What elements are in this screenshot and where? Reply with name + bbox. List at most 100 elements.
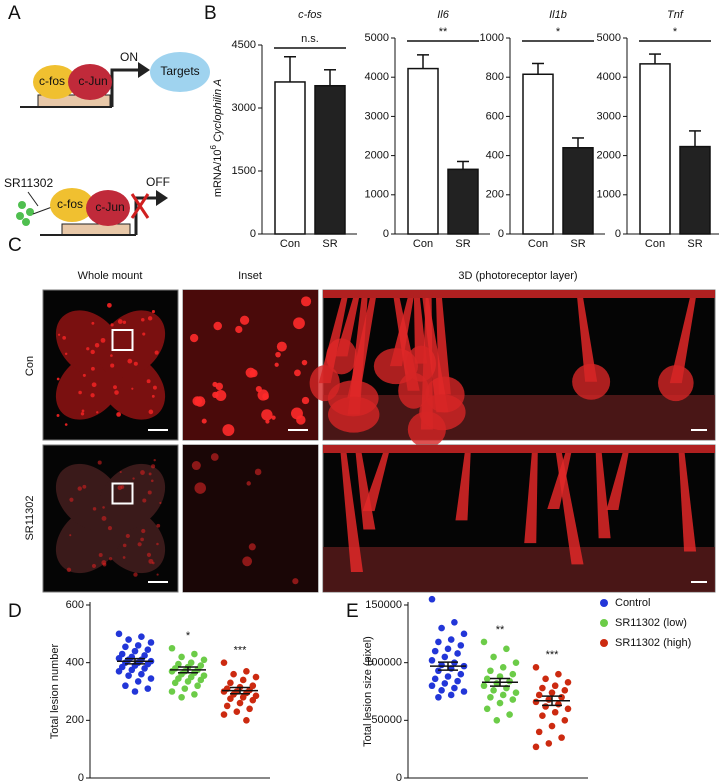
bar: [407, 67, 439, 235]
lesion-spot: [77, 486, 82, 491]
point: [147, 639, 155, 646]
cell: [235, 325, 243, 334]
y-tick-label: 5000: [365, 32, 389, 44]
point: [194, 682, 201, 690]
point: [220, 711, 228, 718]
bar: [314, 84, 346, 235]
y-tick-label: 1500: [232, 165, 256, 177]
point: [545, 740, 553, 747]
point: [223, 702, 231, 710]
x-tick-label: Con: [528, 238, 548, 250]
point: [131, 647, 139, 655]
row-label: Con: [24, 356, 36, 376]
micrograph: [182, 289, 319, 441]
cell-process: [340, 453, 363, 572]
y-tick-label: 2000: [597, 150, 621, 162]
point: [138, 633, 145, 641]
cell: [194, 482, 206, 494]
point: [555, 700, 562, 708]
diagram-off: SR11302 c-fos c-Jun OFF: [4, 175, 170, 236]
point: [451, 619, 458, 626]
cell-process: [455, 453, 471, 521]
lesion-spot: [101, 516, 107, 521]
lesion-spot: [110, 363, 115, 368]
cell: [296, 415, 306, 425]
legend-marker: [600, 619, 608, 627]
point: [509, 670, 517, 678]
cell: [301, 396, 310, 405]
point: [447, 636, 455, 643]
cell-body: [309, 365, 340, 402]
y-tick-label: 200: [486, 189, 504, 201]
lesion-spot: [90, 366, 95, 371]
tissue: [183, 445, 318, 592]
lesion-spot: [122, 543, 127, 548]
cell-body: [419, 394, 466, 431]
y-axis-label: Total lesion size (pixel): [362, 636, 374, 747]
point: [181, 685, 189, 692]
diagram-label: Targets: [160, 64, 199, 78]
point: [125, 636, 132, 643]
lesion-spot: [156, 542, 159, 546]
diagram-on: c-fos c-Jun ON Targets: [20, 50, 210, 108]
y-tick-label: 1000: [365, 189, 389, 201]
cell-process: [422, 298, 449, 413]
lesion-spot: [156, 573, 159, 576]
y-tick-label: 1000: [480, 32, 504, 44]
y-tick-label: 400: [66, 657, 84, 669]
y-label-sup: 6: [209, 144, 218, 149]
jun: [86, 190, 130, 226]
lesion-spot: [133, 361, 138, 366]
point: [191, 650, 198, 658]
column-label: Whole mount: [78, 270, 143, 282]
lesion-spot: [56, 414, 60, 417]
point: [483, 705, 491, 713]
point: [178, 693, 185, 701]
point: [191, 691, 198, 698]
significance: *: [186, 630, 191, 642]
lesion-spot: [62, 335, 66, 340]
lesion-spot: [90, 349, 95, 355]
cell-process: [347, 298, 368, 415]
y-tick-label: 4500: [232, 39, 256, 51]
lesion-spot: [120, 485, 125, 489]
point: [230, 670, 237, 678]
fos: [33, 65, 77, 99]
legend-label: SR11302 (low): [615, 617, 687, 629]
panel-label: B: [204, 3, 217, 24]
diagram-label: c-Jun: [78, 74, 107, 88]
point: [460, 630, 468, 638]
point: [512, 659, 520, 666]
y-tick-label: 400: [486, 150, 504, 162]
y-tick-label: 0: [78, 772, 84, 783]
point: [438, 624, 445, 632]
lesion-spot: [140, 537, 144, 542]
x-tick-label: SR: [687, 238, 702, 250]
significance: *: [556, 26, 561, 38]
point: [428, 682, 436, 690]
cell: [242, 556, 253, 567]
lesion-spot: [151, 394, 155, 398]
legend-label: Control: [615, 597, 650, 609]
y-label-part: mRNA/10: [212, 149, 224, 197]
y-tick-label: 0: [250, 228, 256, 240]
point: [499, 691, 507, 699]
point: [435, 638, 442, 646]
point: [539, 712, 546, 720]
cell: [246, 481, 251, 486]
point: [428, 595, 436, 603]
cell-body: [572, 363, 611, 400]
y-tick-label: 100000: [365, 657, 402, 669]
arrow-head: [156, 190, 168, 206]
lesion-spot: [151, 464, 156, 469]
micrograph: [42, 444, 179, 593]
point: [561, 687, 569, 694]
y-tick-label: 600: [66, 599, 84, 611]
point: [184, 678, 192, 685]
outer-layer: [323, 395, 715, 440]
point: [441, 680, 449, 687]
bar: [639, 63, 671, 235]
lesion-spot: [80, 412, 85, 416]
point: [487, 693, 494, 701]
diagram-label: c-fos: [57, 197, 83, 211]
